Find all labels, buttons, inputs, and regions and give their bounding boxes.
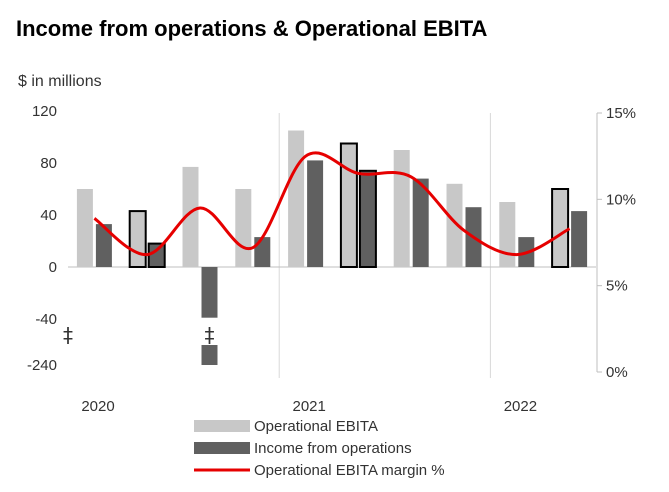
income-from-operations-bar	[358, 169, 377, 268]
income-from-operations-bar-break-segment	[201, 345, 218, 365]
income-from-operations-bar	[307, 160, 324, 267]
left-axis-tick-label: -240	[27, 357, 57, 374]
bar-series: ‡	[76, 130, 588, 365]
legend-label: Operational EBITA	[254, 418, 378, 435]
left-axis-tick-label: 0	[49, 259, 57, 276]
income-from-operations-bar	[412, 178, 429, 267]
right-axis-tick-label: 0%	[606, 364, 628, 381]
chart-title: Income from operations & Operational EBI…	[16, 16, 488, 41]
year-label: 2022	[504, 398, 537, 415]
right-axis-tick-label: 15%	[606, 105, 636, 122]
left-axis-tick-label: 120	[32, 103, 57, 120]
operational-ebita-bar	[393, 150, 410, 267]
income-from-operations-bar	[571, 211, 588, 267]
right-axis-tick-label: 5%	[606, 278, 628, 295]
operational-ebita-bar	[551, 188, 570, 268]
operational-ebita-bar	[235, 189, 252, 267]
margin-line	[93, 151, 571, 257]
legend-swatch-income-from-operations	[194, 442, 250, 454]
income-from-operations-bar	[95, 224, 112, 267]
year-label: 2020	[81, 398, 114, 415]
operational-ebita-bar	[339, 142, 358, 268]
income-from-operations-bar	[254, 237, 271, 267]
legend-swatch-operational-ebita	[194, 420, 250, 432]
left-axis-tick-label: 40	[40, 207, 57, 224]
operational-ebita-bar	[499, 202, 516, 267]
axis-break-mark: ‡	[205, 323, 215, 347]
unit-label: $ in millions	[18, 73, 102, 90]
operational-ebita-bar	[446, 183, 463, 267]
margin-line-series	[93, 151, 571, 257]
operational-ebita-bar	[76, 189, 93, 267]
legend-label: Income from operations	[254, 440, 412, 457]
left-axis-tick-label: -40	[35, 311, 57, 328]
legend: Operational EBITA Income from operations O…	[194, 418, 445, 479]
operational-ebita-bar	[288, 130, 305, 267]
operational-ebita-bar	[182, 166, 199, 267]
right-axis-tick-label: 10%	[606, 191, 636, 208]
grid-lines	[68, 113, 596, 378]
axis-break-mark: ‡	[63, 323, 73, 347]
axes: 120 80 40 0 -40 -240 ‡ 15% 10% 5% 0% 2020 2021 2022	[27, 103, 636, 415]
left-axis-tick-label: 80	[40, 155, 57, 172]
income-from-operations-bar	[201, 267, 218, 318]
year-label: 2021	[293, 398, 326, 415]
income-from-operations-bar	[147, 242, 166, 269]
legend-label: Operational EBITA margin %	[254, 462, 445, 479]
operational-ebita-bar	[128, 210, 147, 269]
